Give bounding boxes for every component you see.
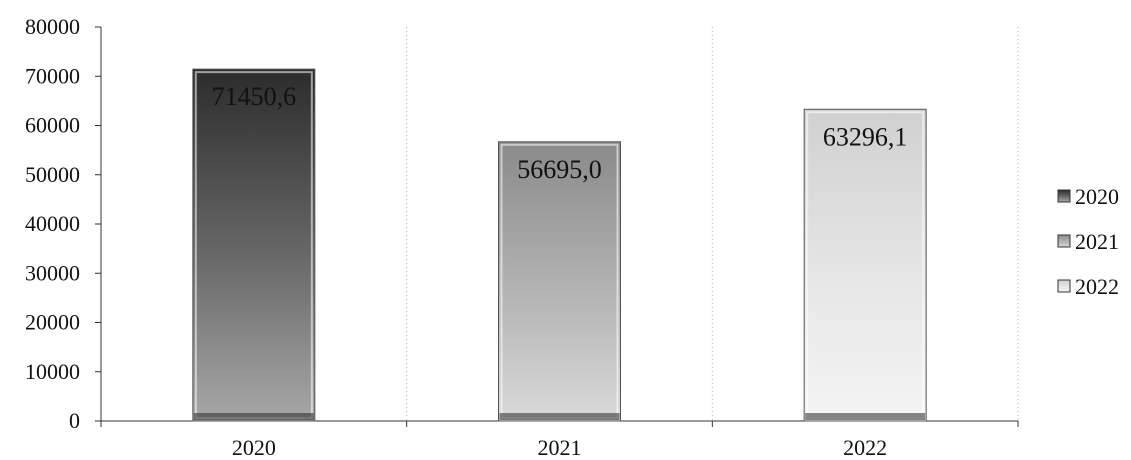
- y-tick-label: 40000: [25, 211, 80, 236]
- x-tick-label: 2022: [843, 435, 887, 460]
- bar: [498, 141, 621, 422]
- y-tick-label: 30000: [25, 260, 80, 285]
- y-tick-label: 10000: [25, 359, 80, 384]
- x-tick-label: 2021: [538, 435, 582, 460]
- data-label: 56695,0: [517, 155, 602, 184]
- x-tick-label: 2020: [232, 435, 276, 460]
- legend-swatch: [1057, 234, 1071, 248]
- bar-base-shadow: [193, 413, 314, 420]
- legend-swatch: [1057, 279, 1071, 293]
- y-tick-label: 80000: [25, 14, 80, 39]
- legend-label: 2022: [1075, 274, 1119, 299]
- y-tick-label: 60000: [25, 113, 80, 138]
- bar-series: [192, 68, 927, 422]
- legend-label: 2021: [1075, 229, 1119, 254]
- bar-2020: [192, 68, 316, 422]
- bar-2021: [498, 141, 621, 422]
- data-label: 71450,6: [212, 82, 297, 111]
- bar-base-shadow: [499, 413, 620, 420]
- y-tick-label: 50000: [25, 162, 80, 187]
- bar-2022: [803, 108, 927, 422]
- bar-base-shadow: [805, 413, 926, 420]
- legend-swatch: [1057, 189, 1071, 203]
- legend: 2020 2021 2022: [1057, 184, 1119, 299]
- data-label: 63296,1: [823, 122, 908, 151]
- y-tick-label: 70000: [25, 63, 80, 88]
- bar: [803, 108, 927, 422]
- data-labels: 71450,6 56695,0 63296,1: [212, 82, 908, 184]
- legend-label: 2020: [1075, 184, 1119, 209]
- y-axis: 0 10000 20000 30000 40000 50000 60000 70000 8000…: [25, 14, 102, 433]
- y-tick-label: 20000: [25, 310, 80, 335]
- x-axis: 2020 2021 2022: [100, 420, 1019, 460]
- gridlines: [406, 27, 1019, 421]
- y-tick-label: 0: [69, 408, 80, 433]
- bar: [192, 68, 316, 422]
